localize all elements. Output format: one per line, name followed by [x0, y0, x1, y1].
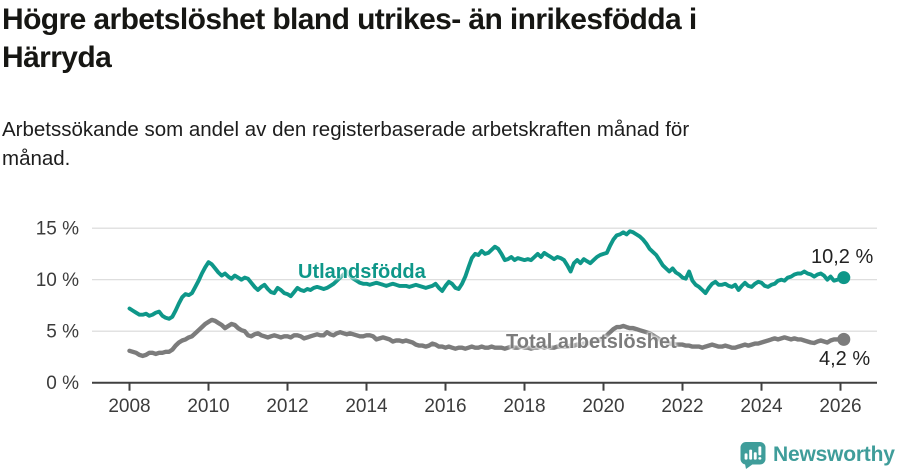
series-end-dot-0: [837, 271, 851, 285]
series-end-dot-1: [837, 332, 851, 346]
x-axis-tick-label-2008: 2008: [108, 396, 150, 417]
x-axis-tick-label-2014: 2014: [345, 396, 388, 417]
x-axis-tick-label-2012: 2012: [266, 396, 308, 417]
series-line-1: [127, 317, 846, 359]
newsworthy-wordmark: Newsworthy: [773, 443, 895, 466]
y-axis-tick-label-10: 10 %: [36, 270, 79, 291]
x-axis-tick-label-2024: 2024: [740, 396, 783, 417]
end-value-utlandsfodda: 10,2 %: [811, 246, 874, 268]
y-axis-tick-label-5: 5 %: [46, 322, 79, 343]
chart-title: Högre arbetslöshet bland utrikes- än inr…: [2, 3, 697, 74]
series-line-0: [127, 229, 846, 321]
x-axis-tick-label-2020: 2020: [582, 396, 624, 417]
end-value-total-arbetsloshet: 4,2 %: [819, 348, 871, 370]
x-axis-tick-label-2018: 2018: [503, 396, 545, 417]
series-label-utlandsfodda: Utlandsfödda: [298, 261, 426, 283]
x-axis-tick-label-2022: 2022: [661, 396, 703, 417]
y-axis-tick-label-0: 0 %: [46, 373, 79, 394]
newsworthy-logo: Newsworthy: [740, 441, 895, 469]
newsworthy-bubble-chart-icon: [740, 442, 766, 469]
x-axis-tick-label-2016: 2016: [424, 396, 466, 417]
y-axis-tick-label-15: 15 %: [36, 219, 79, 240]
x-axis-tick-label-2026: 2026: [819, 396, 861, 417]
x-axis-tick-label-2010: 2010: [187, 396, 229, 417]
series-label-total-arbetsloshet: Total arbetslöshet: [506, 331, 677, 353]
chart-subtitle: Arbetssökande som andel av den registerb…: [2, 118, 690, 170]
